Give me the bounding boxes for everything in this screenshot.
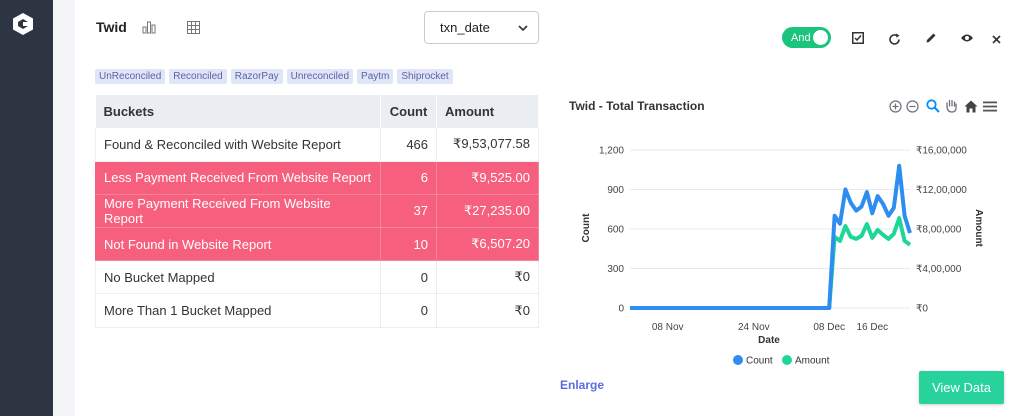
y2-tick-label: ₹4,00,000 [916, 264, 962, 275]
count-cell: 0 [380, 293, 438, 328]
y2-tick-label: ₹12,00,000 [916, 185, 967, 196]
bucket-cell: Found & Reconciled with Website Report [94, 128, 382, 162]
x-tick-label: 16 Dec [856, 322, 888, 333]
x-tick-label: 08 Nov [652, 322, 684, 333]
enlarge-link[interactable]: Enlarge [560, 378, 605, 392]
chevron-down-icon [518, 25, 528, 32]
check-square-icon[interactable] [850, 30, 866, 46]
column-header-buckets: Buckets [95, 95, 382, 128]
sidebar [0, 0, 53, 416]
chart-legend: Count Amount [733, 355, 830, 367]
amount-cell: ₹0 [436, 260, 539, 295]
series-line-count [630, 163, 912, 310]
count-cell: 37 [380, 194, 438, 229]
legend-marker-count [733, 355, 743, 365]
legend-label-amount[interactable]: Amount [795, 356, 830, 367]
filter-tag[interactable]: Shiprocket [397, 69, 453, 84]
refresh-icon[interactable] [886, 31, 902, 47]
menu-icon[interactable] [982, 99, 997, 113]
bucket-cell: More Payment Received From Website Repor… [94, 194, 382, 229]
date-field-value: txn_date [440, 20, 490, 35]
count-cell: 466 [380, 128, 438, 162]
filter-tag[interactable]: UnReconciled [95, 69, 166, 84]
pencil-icon[interactable] [923, 30, 939, 46]
table-row[interactable]: Found & Reconciled with Website Report 4… [94, 128, 539, 162]
x-tick-label: 08 Dec [813, 322, 845, 333]
y-tick-label: 900 [607, 185, 624, 196]
legend-label-count[interactable]: Count [746, 356, 773, 367]
filter-tag[interactable]: Unreconciled [286, 69, 354, 84]
filter-tags: UnReconciled Reconciled RazorPay Unrecon… [95, 69, 453, 84]
and-toggle[interactable]: And [782, 27, 831, 48]
table-row[interactable]: No Bucket Mapped 0 ₹0 [94, 260, 539, 295]
amount-cell: ₹6,507.20 [436, 227, 539, 262]
amount-cell: ₹9,525.00 [436, 161, 539, 195]
table-row[interactable]: More Payment Received From Website Repor… [94, 194, 539, 229]
y-tick-label: 1,200 [599, 146, 624, 157]
view-data-button[interactable]: View Data [919, 371, 1004, 404]
y2-tick-label: ₹16,00,000 [916, 146, 967, 157]
eye-icon[interactable] [959, 30, 975, 46]
table-icon[interactable] [185, 19, 201, 35]
zoom-out-icon[interactable] [905, 99, 919, 113]
bucket-cell: No Bucket Mapped [94, 260, 382, 295]
y-tick-label: 600 [607, 225, 624, 236]
count-cell: 10 [380, 227, 438, 262]
bar-chart-icon[interactable] [141, 19, 157, 35]
amount-cell: ₹27,235.00 [436, 194, 539, 229]
table-row[interactable]: More Than 1 Bucket Mapped 0 ₹0 [94, 293, 539, 328]
close-icon[interactable] [988, 31, 1004, 47]
count-cell: 0 [380, 260, 438, 295]
buckets-table: Buckets Count Amount Found & Reconciled … [94, 95, 539, 328]
bucket-cell: Not Found in Website Report [94, 227, 382, 262]
x-tick-label: 24 Nov [738, 322, 770, 333]
widget-title: Twid [96, 19, 127, 35]
app-logo-icon[interactable] [12, 12, 34, 36]
series-line-amount [630, 216, 912, 310]
filter-tag[interactable]: Reconciled [169, 69, 227, 84]
column-header-count: Count [380, 95, 438, 128]
filter-tag[interactable]: RazorPay [230, 69, 283, 84]
x-axis-label: Date [758, 335, 780, 346]
y2-tick-label: ₹8,00,000 [916, 225, 962, 236]
y2-tick-label: ₹0 [916, 304, 928, 315]
toggle-label: And [791, 31, 811, 44]
amount-cell: ₹0 [436, 293, 539, 328]
y-axis-label: Count [581, 213, 592, 243]
table-row[interactable]: Less Payment Received From Website Repor… [94, 161, 539, 195]
legend-marker-amount [782, 355, 792, 365]
table-row[interactable]: Not Found in Website Report 10 ₹6,507.20 [94, 227, 539, 262]
y2-axis-label: Amount [973, 209, 984, 247]
bucket-cell: Less Payment Received From Website Repor… [94, 161, 382, 195]
chart-title: Twid - Total Transaction [569, 99, 705, 113]
toggle-knob [813, 30, 828, 45]
filter-tag[interactable]: Paytm [357, 69, 394, 84]
count-cell: 6 [380, 161, 438, 195]
date-field-select[interactable]: txn_date [424, 11, 539, 44]
magnifier-icon[interactable] [925, 98, 940, 113]
column-header-amount: Amount [436, 95, 539, 128]
zoom-in-icon[interactable] [888, 99, 902, 113]
bucket-cell: More Than 1 Bucket Mapped [94, 293, 382, 328]
table-header-row: Buckets Count Amount [95, 95, 539, 128]
amount-cell: ₹9,53,077.58 [436, 128, 539, 162]
line-chart: 0 300 600 900 1,200 ₹0 ₹4,00,000 ₹8,00,000 ₹12,… [581, 146, 984, 367]
home-icon[interactable] [964, 99, 978, 113]
y-tick-label: 0 [618, 304, 624, 315]
pan-hand-icon[interactable] [944, 98, 958, 113]
y-tick-label: 300 [607, 264, 624, 275]
